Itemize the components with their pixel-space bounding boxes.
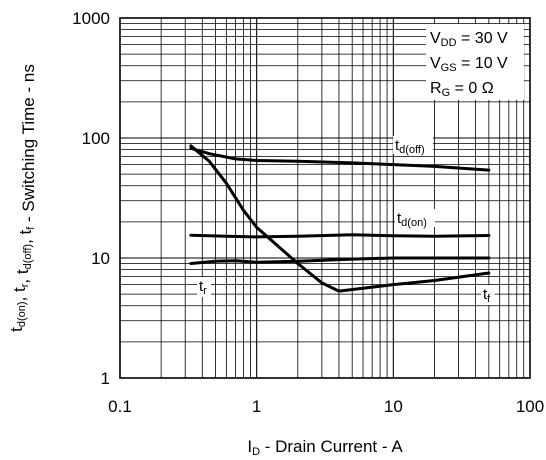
condition-rest: = 0 Ω <box>450 80 494 97</box>
x-axis-label-rest: - Drain Current - A <box>260 437 403 456</box>
curve-label-f: tf <box>483 286 491 305</box>
series-line-t-r <box>189 256 491 265</box>
series-line-t-f <box>189 144 491 293</box>
condition-dd: VDD = 30 V <box>430 30 508 49</box>
condition-main: V <box>430 55 441 72</box>
y-axis-label-part: t <box>7 327 26 332</box>
series-line-t-d(on) <box>189 233 491 239</box>
curve-label-main: t <box>483 286 488 303</box>
plot-frame <box>119 17 531 379</box>
y-axis-label-sub: f <box>25 226 37 230</box>
axis-ticks: 0.1 1 10 100 1 10 100 1000 <box>72 9 544 416</box>
conditions-box <box>426 24 524 100</box>
curve-labels: td(off)td(on)tr tf <box>197 136 495 305</box>
condition-rest: = 10 V <box>457 55 508 72</box>
x-axis-label-sub: D <box>252 446 260 458</box>
y-axis-label-sub: d(off) <box>22 244 34 269</box>
curve-label-r: tr <box>199 278 207 297</box>
y-axis-label-part: - Switching Time - ns <box>19 64 38 227</box>
condition-rest: = 30 V <box>457 30 508 47</box>
curve-label-sub: r <box>203 285 207 297</box>
condition-main: V <box>430 30 441 47</box>
curve-label-sub: d(on) <box>401 217 427 229</box>
curve-label-background <box>197 277 211 297</box>
condition-gs: VGS = 10 V <box>430 55 508 74</box>
x-tick-label: 1 <box>252 397 261 416</box>
y-axis-label: td(on), tr, td(off), tf - Switching Time… <box>7 64 38 332</box>
curve-label-main: t <box>199 278 204 295</box>
condition-g: RG = 0 Ω <box>430 80 494 99</box>
curve-label-d(on): td(on) <box>397 210 427 229</box>
y-tick-label: 1000 <box>72 9 110 28</box>
curve-label-background <box>395 209 435 227</box>
y-axis-label-sub: r <box>19 283 31 287</box>
y-tick-label: 1 <box>101 369 110 388</box>
data-curves <box>189 144 491 293</box>
curve-label-main: t <box>397 210 402 227</box>
y-axis-label-part: , t <box>10 287 29 301</box>
curve-label-main: t <box>395 137 400 154</box>
condition-sub: GS <box>441 62 457 74</box>
curve-label-background <box>393 136 433 154</box>
curve-label-background <box>481 285 495 305</box>
series-line-t-d(off) <box>189 146 491 172</box>
y-axis-label-part: , t <box>16 229 35 243</box>
y-axis-label-part: , t <box>13 269 32 283</box>
condition-main: R <box>430 80 442 97</box>
curve-label-sub: d(off) <box>399 144 424 156</box>
x-axis-label-main: I <box>247 437 252 456</box>
y-tick-label: 10 <box>91 249 110 268</box>
y-tick-label: 100 <box>82 129 110 148</box>
x-tick-label: 100 <box>516 397 544 416</box>
x-tick-label: 10 <box>384 397 403 416</box>
condition-sub: G <box>442 87 451 99</box>
x-axis-label: ID - Drain Current - A <box>247 437 403 458</box>
y-axis-label-sub: d(on) <box>16 301 28 327</box>
x-tick-label: 0.1 <box>108 397 132 416</box>
curve-label-sub: f <box>487 293 491 305</box>
condition-sub: DD <box>441 37 457 49</box>
curve-label-d(off): td(off) <box>395 137 425 156</box>
